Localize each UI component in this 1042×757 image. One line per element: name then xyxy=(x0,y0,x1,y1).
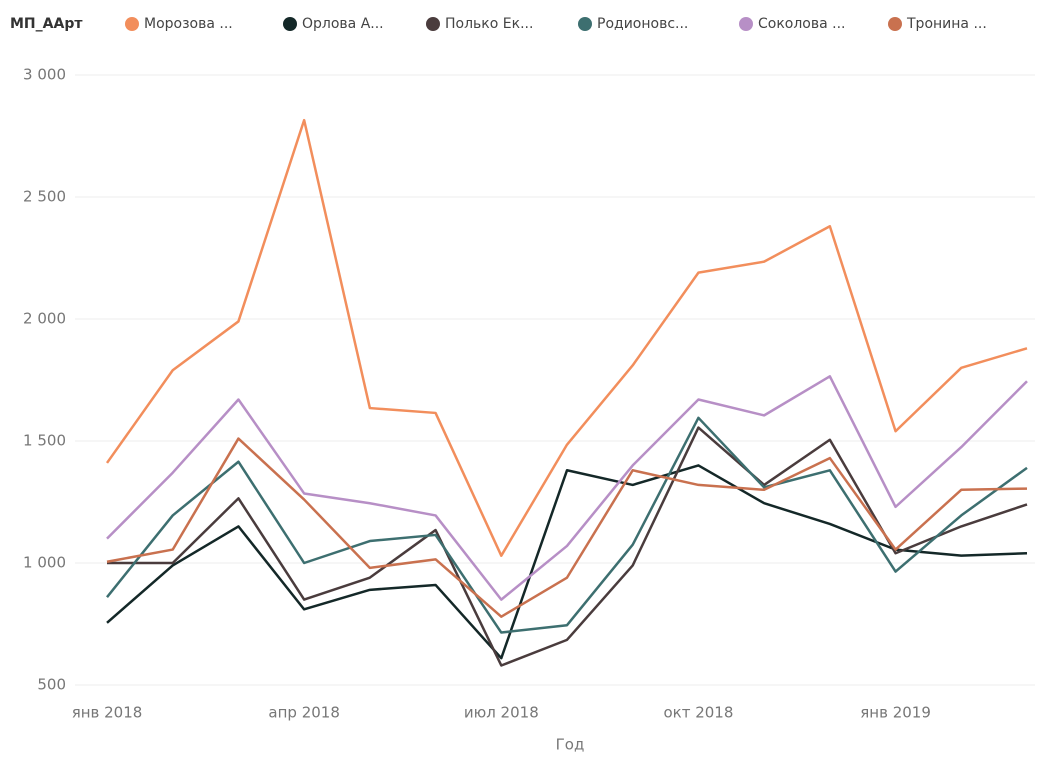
legend-marker xyxy=(578,17,592,31)
legend-label: Родионовс... xyxy=(597,16,688,32)
legend-marker xyxy=(426,17,440,31)
legend-label: Тронина ... xyxy=(906,16,987,32)
series-line xyxy=(106,437,1028,618)
y-tick-label: 2 000 xyxy=(23,310,66,328)
y-tick-label: 1 000 xyxy=(23,554,66,572)
y-tick-label: 1 500 xyxy=(23,432,66,450)
legend-label: Орлова А... xyxy=(302,16,384,32)
series-line xyxy=(107,426,1028,667)
legend-marker xyxy=(283,17,297,31)
legend-label: Морозова ... xyxy=(144,16,233,32)
legend-marker xyxy=(125,17,139,31)
y-tick-label: 2 500 xyxy=(23,188,66,206)
legend-label: Полько Ек... xyxy=(445,16,533,32)
series-line xyxy=(106,464,1028,660)
legend-marker xyxy=(888,17,902,31)
series-line xyxy=(106,375,1028,601)
legend-marker xyxy=(739,17,753,31)
x-tick-label: апр 2018 xyxy=(268,704,339,722)
y-tick-label: 3 000 xyxy=(23,66,66,84)
series-line xyxy=(106,416,1028,634)
y-tick-label: 500 xyxy=(37,676,66,694)
legend-title: МП_ААрт xyxy=(10,16,83,32)
x-tick-label: окт 2018 xyxy=(663,704,733,722)
x-axis-title: Год xyxy=(556,736,585,754)
x-tick-label: янв 2018 xyxy=(72,704,143,722)
series-line xyxy=(105,118,1028,557)
x-tick-label: янв 2019 xyxy=(860,704,931,722)
legend-label: Соколова ... xyxy=(758,16,846,32)
x-tick-label: июл 2018 xyxy=(464,704,539,722)
